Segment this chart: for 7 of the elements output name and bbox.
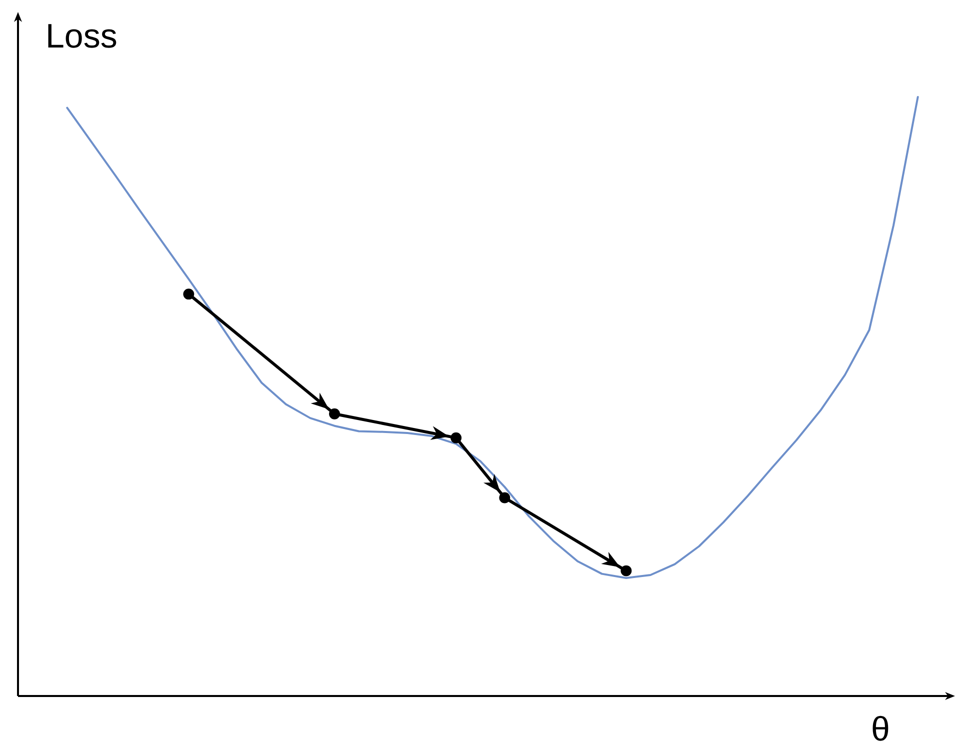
- point: [499, 492, 510, 504]
- point: [620, 565, 632, 576]
- point: [329, 408, 340, 420]
- y-axis-title: Loss: [46, 18, 118, 56]
- x-axis-title: θ: [871, 710, 890, 745]
- point: [183, 288, 194, 300]
- point: [450, 432, 462, 444]
